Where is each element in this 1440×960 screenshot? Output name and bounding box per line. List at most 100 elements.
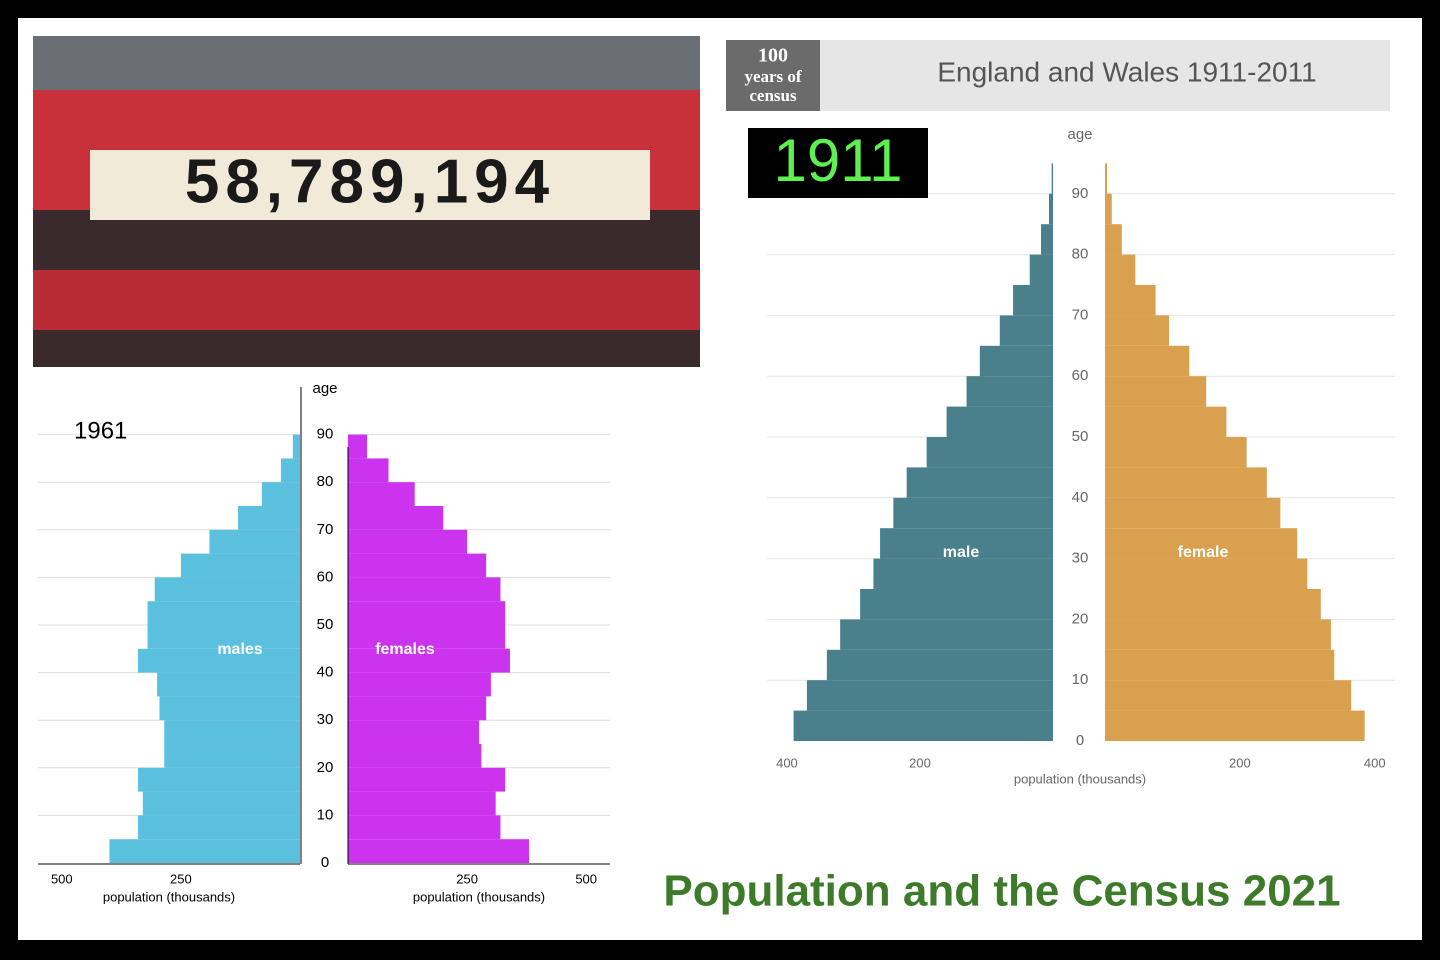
bar — [348, 434, 368, 459]
y-tick-label: 20 — [317, 759, 334, 776]
bar — [280, 458, 300, 483]
bar — [348, 744, 482, 768]
bar — [1049, 193, 1053, 225]
bar — [147, 625, 300, 649]
badge — [726, 40, 820, 111]
bar — [157, 672, 300, 697]
bar — [238, 506, 300, 530]
bar — [138, 648, 300, 673]
bar — [1105, 710, 1365, 741]
y-tick-label: 90 — [1072, 185, 1089, 202]
bar — [138, 815, 300, 840]
bar — [1105, 193, 1112, 225]
bar — [159, 696, 300, 721]
bar — [840, 619, 1053, 650]
badge-line: 100 — [758, 45, 788, 67]
y-tick-label: 0 — [1076, 732, 1084, 749]
sign-text: 58,789,194 — [185, 147, 555, 216]
bar — [348, 672, 491, 697]
bar — [109, 839, 300, 863]
main-title: Population and the Census 2021 — [663, 867, 1340, 916]
bar — [1105, 254, 1136, 285]
bar — [793, 710, 1053, 741]
bar — [1105, 558, 1308, 589]
y-tick-label: 60 — [1072, 367, 1089, 384]
bar — [348, 506, 444, 530]
series-label: female — [1178, 544, 1229, 561]
bar — [926, 437, 1053, 468]
y-tick-label: 90 — [317, 426, 334, 443]
bar — [1105, 163, 1108, 194]
y-tick-label: 60 — [317, 568, 334, 585]
y-tick-label: 10 — [317, 806, 334, 823]
bar — [348, 458, 389, 483]
bar — [1105, 285, 1156, 316]
x-tick-label: 200 — [909, 755, 931, 770]
bar — [261, 482, 300, 506]
bar — [348, 648, 510, 673]
x-tick-label: 400 — [1364, 755, 1386, 770]
bar — [154, 577, 300, 602]
bar — [979, 345, 1053, 377]
bar — [1105, 680, 1352, 711]
bar — [1051, 163, 1053, 194]
crowd-row — [33, 270, 700, 330]
bar — [348, 767, 506, 792]
x-tick-label: 250 — [456, 871, 478, 886]
year-box — [748, 128, 928, 198]
bar — [348, 553, 487, 578]
bar — [1013, 285, 1053, 316]
x-tick-label: 250 — [170, 871, 192, 886]
bar — [860, 589, 1053, 620]
y-tick-label: 50 — [317, 616, 334, 633]
bar — [147, 601, 300, 625]
bar — [348, 529, 468, 554]
bar — [1105, 224, 1122, 255]
bar — [348, 577, 501, 602]
x-tick-label: 500 — [51, 871, 73, 886]
bar — [906, 467, 1053, 498]
bar — [826, 649, 1053, 681]
series-label: male — [943, 544, 980, 561]
bar — [292, 434, 300, 459]
y-axis-label: age — [1067, 126, 1092, 143]
bar — [1105, 345, 1190, 377]
series-label: females — [375, 641, 435, 658]
chart-title: 1961 — [74, 417, 127, 444]
bar — [999, 315, 1053, 346]
x-tick-label: 400 — [776, 755, 798, 770]
bar — [1105, 649, 1335, 681]
bar — [1041, 224, 1053, 255]
bar — [1105, 437, 1247, 468]
bar — [348, 815, 501, 840]
bar — [348, 625, 506, 649]
x-axis-label: population (thousands) — [413, 889, 545, 904]
y-tick-label: 40 — [317, 664, 334, 681]
y-tick-label: 50 — [1072, 428, 1089, 445]
x-tick-label: 500 — [575, 871, 597, 886]
bar — [893, 497, 1053, 529]
badge-line: years of — [744, 67, 801, 86]
x-axis-label: population (thousands) — [1014, 771, 1146, 786]
bar — [348, 839, 530, 863]
bar — [164, 744, 300, 768]
bar — [1105, 589, 1321, 620]
bar — [966, 376, 1053, 407]
y-tick-label: 30 — [317, 711, 334, 728]
bar — [164, 720, 300, 744]
bar — [348, 791, 496, 816]
y-tick-label: 70 — [317, 521, 334, 538]
y-axis-label: age — [312, 380, 337, 397]
bar — [142, 791, 300, 816]
series-label: males — [217, 641, 262, 658]
bar — [348, 601, 506, 625]
bar — [1105, 376, 1207, 407]
bar — [1105, 619, 1331, 650]
bar — [873, 558, 1053, 589]
x-tick-label: 200 — [1229, 755, 1251, 770]
bar — [1105, 467, 1267, 498]
bar — [946, 406, 1053, 437]
bar — [1105, 528, 1298, 559]
